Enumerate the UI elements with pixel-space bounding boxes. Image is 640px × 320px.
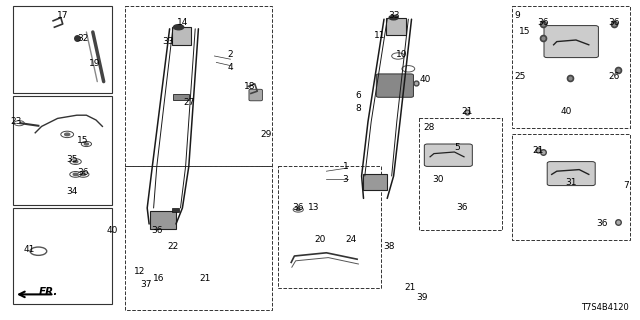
Text: 24: 24	[345, 236, 356, 244]
FancyBboxPatch shape	[424, 144, 472, 166]
Bar	[512, 6, 630, 128]
Bar	[419, 118, 502, 230]
Bar	[363, 174, 387, 190]
Text: 1: 1	[343, 162, 348, 171]
Text: 29: 29	[260, 130, 271, 139]
Text: 25: 25	[514, 72, 525, 81]
Text: 17: 17	[57, 12, 68, 20]
Text: 4: 4	[228, 63, 233, 72]
Text: 2: 2	[228, 50, 233, 59]
FancyBboxPatch shape	[547, 162, 595, 186]
Text: 10: 10	[396, 50, 408, 59]
Text: 30: 30	[433, 175, 444, 184]
Text: 36: 36	[456, 204, 468, 212]
Bar	[13, 208, 112, 304]
Text: 9: 9	[515, 12, 520, 20]
FancyBboxPatch shape	[249, 89, 262, 101]
Text: 15: 15	[77, 136, 89, 145]
FancyBboxPatch shape	[544, 26, 598, 58]
Circle shape	[389, 15, 398, 20]
Text: 28: 28	[423, 124, 435, 132]
Bar	[125, 6, 272, 166]
Text: 11: 11	[374, 31, 386, 40]
Text: 14: 14	[177, 18, 188, 27]
Text: 36: 36	[537, 18, 548, 27]
Bar	[172, 27, 191, 45]
Circle shape	[81, 173, 86, 176]
Circle shape	[173, 25, 184, 30]
Text: 36: 36	[609, 18, 620, 27]
Text: T7S4B4120: T7S4B4120	[580, 303, 628, 312]
Circle shape	[73, 173, 78, 176]
Text: 33: 33	[388, 12, 399, 20]
Text: 8: 8	[356, 104, 361, 113]
Text: 15: 15	[519, 28, 531, 36]
Circle shape	[296, 209, 300, 211]
Bar	[173, 94, 189, 100]
Text: 20: 20	[314, 236, 326, 244]
Text: 38: 38	[383, 242, 395, 251]
Text: 13: 13	[308, 204, 319, 212]
Text: 32: 32	[77, 34, 89, 43]
Text: 21: 21	[199, 274, 211, 283]
Text: 37: 37	[140, 280, 152, 289]
Bar	[172, 208, 179, 212]
Bar	[386, 18, 406, 35]
Text: 36: 36	[77, 168, 89, 177]
Text: 19: 19	[89, 60, 100, 68]
Text: 34: 34	[67, 188, 78, 196]
Text: 21: 21	[404, 284, 415, 292]
Text: 27: 27	[183, 98, 195, 107]
Circle shape	[73, 160, 78, 163]
Text: 6: 6	[356, 92, 361, 100]
Bar	[13, 6, 112, 93]
Text: 16: 16	[153, 274, 164, 283]
Text: 23: 23	[10, 117, 22, 126]
Text: 12: 12	[134, 268, 145, 276]
Text: 36: 36	[596, 220, 607, 228]
Text: 21: 21	[532, 146, 543, 155]
Text: 22: 22	[167, 242, 179, 251]
Text: 18: 18	[244, 82, 255, 91]
Text: 26: 26	[609, 72, 620, 81]
Text: 40: 40	[420, 76, 431, 84]
Text: 21: 21	[461, 108, 473, 116]
Text: 40: 40	[561, 108, 572, 116]
Text: 41: 41	[23, 245, 35, 254]
Text: 36: 36	[151, 226, 163, 235]
Bar	[278, 166, 381, 288]
Text: 39: 39	[417, 293, 428, 302]
Text: 7: 7	[623, 181, 628, 190]
Bar	[13, 96, 112, 205]
Bar	[125, 166, 272, 310]
Text: 35: 35	[67, 156, 78, 164]
Bar	[512, 134, 630, 240]
Text: 33: 33	[163, 37, 174, 46]
Text: 36: 36	[292, 204, 304, 212]
FancyBboxPatch shape	[376, 74, 413, 97]
Circle shape	[84, 143, 88, 145]
Circle shape	[65, 133, 70, 136]
Text: 3: 3	[343, 175, 348, 184]
Text: 5: 5	[455, 143, 460, 152]
Text: FR.: FR.	[38, 287, 58, 297]
Text: 40: 40	[106, 226, 118, 235]
Text: 31: 31	[566, 178, 577, 187]
Bar	[150, 211, 176, 229]
